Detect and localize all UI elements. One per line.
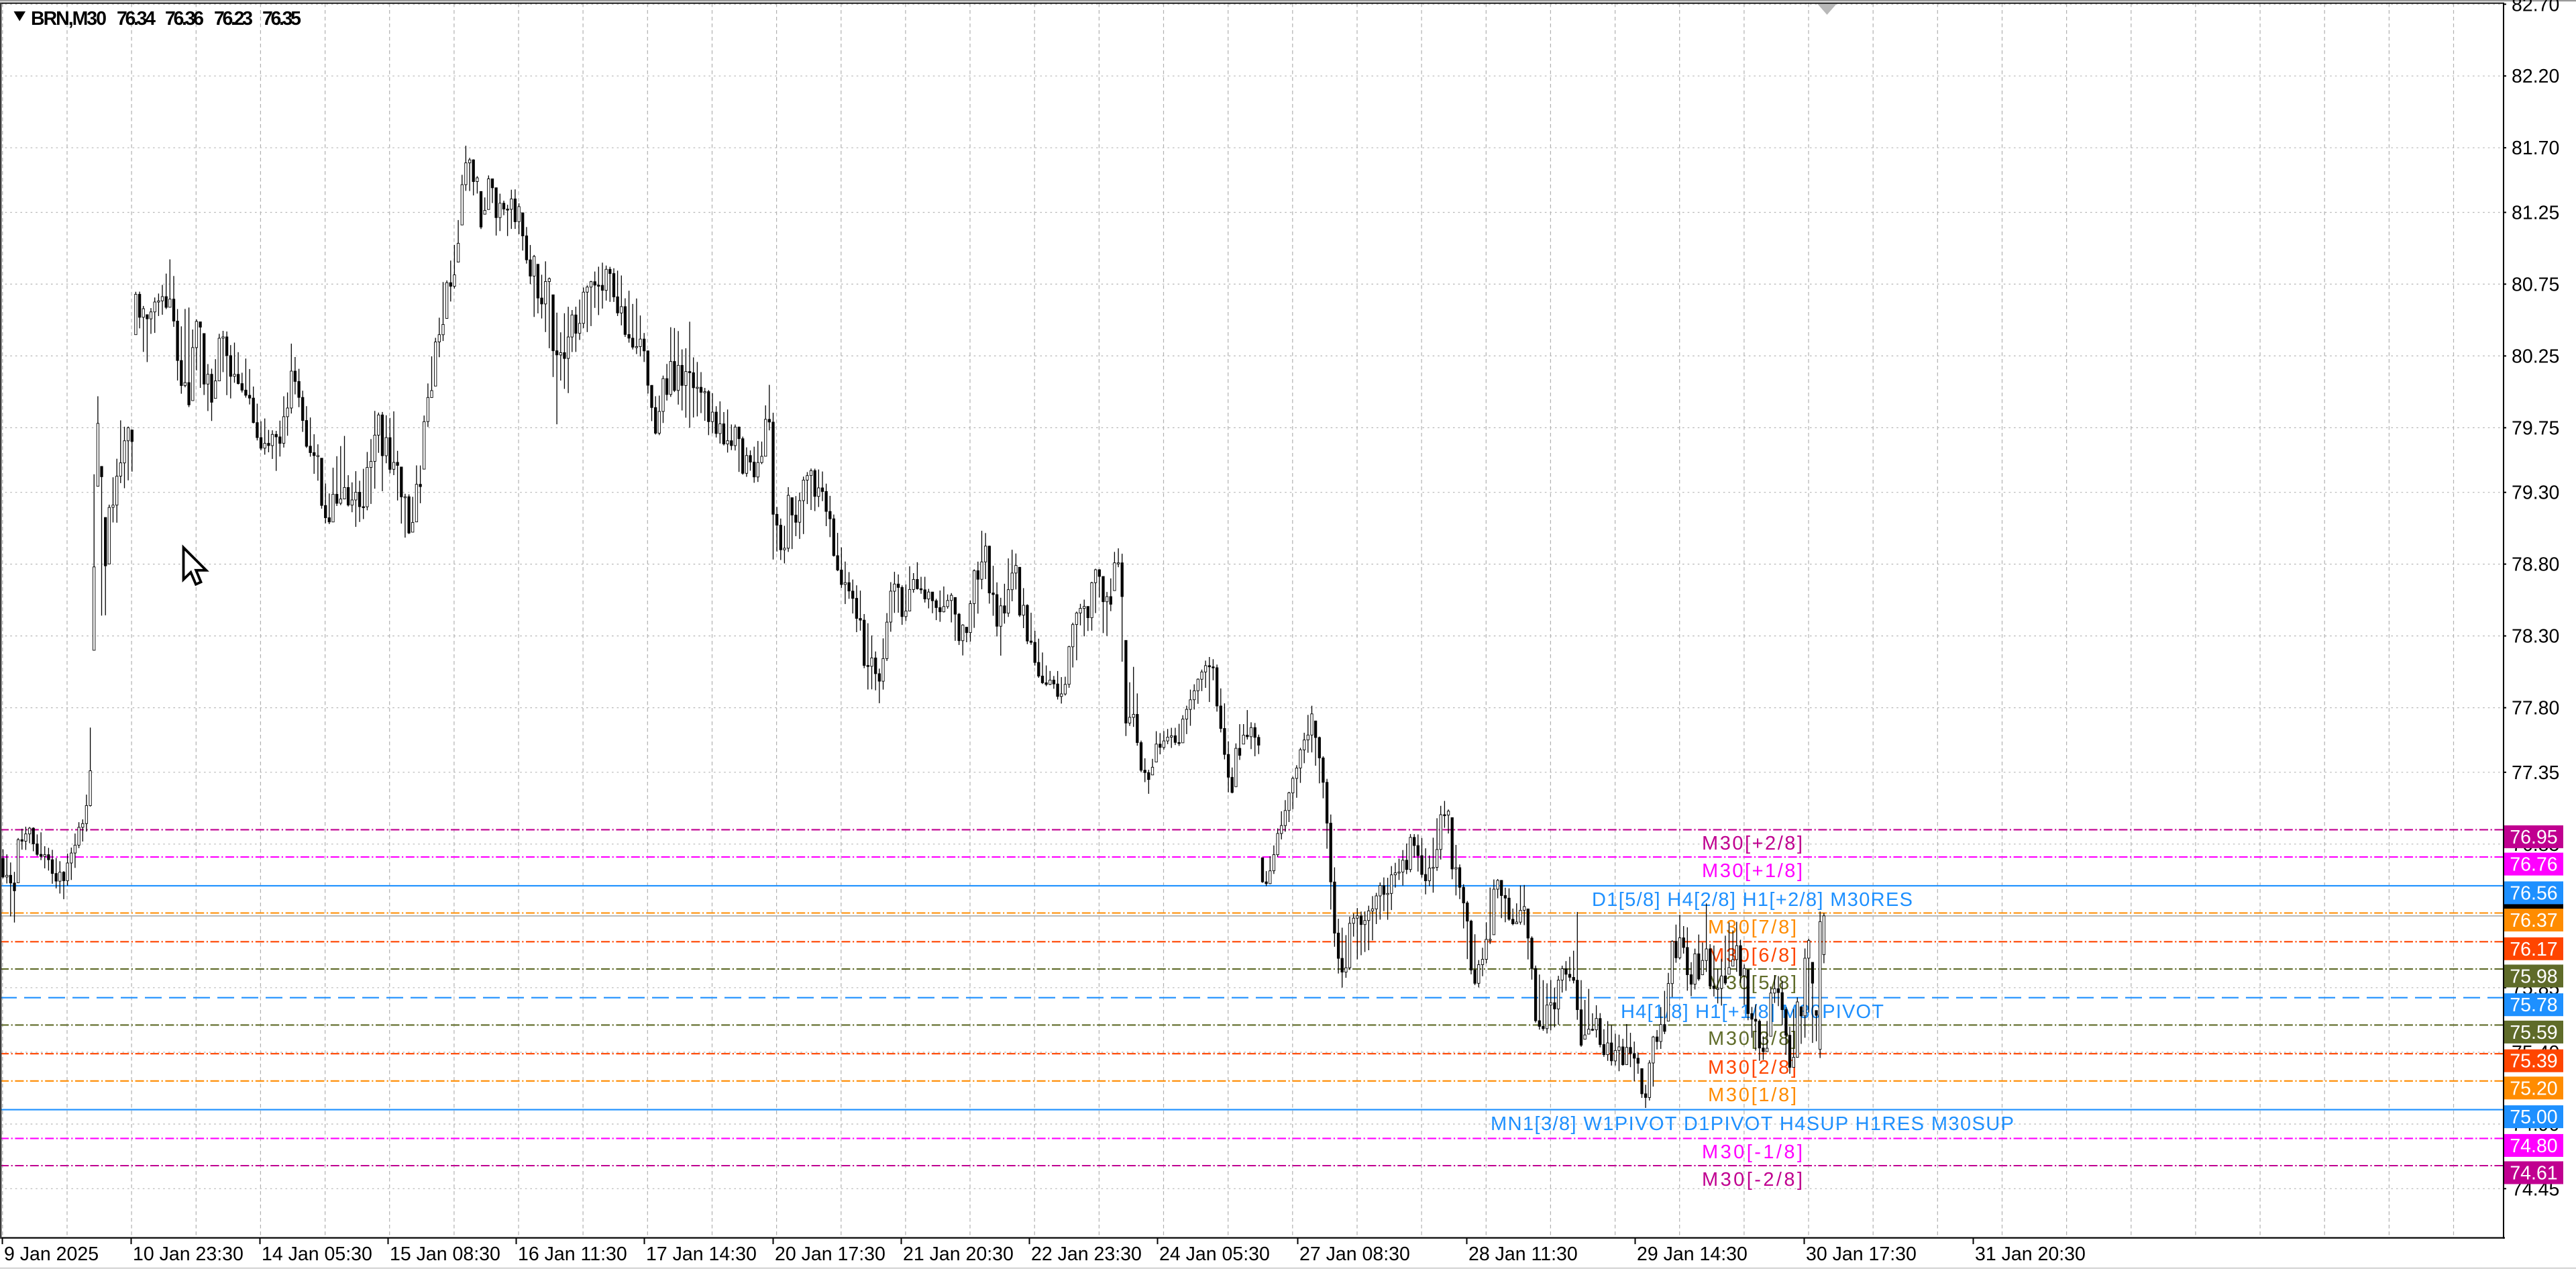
svg-text:81.70: 81.70: [2512, 138, 2559, 159]
svg-text:75.98: 75.98: [2510, 966, 2557, 987]
svg-text:76.35: 76.35: [262, 8, 301, 30]
svg-text:75.59: 75.59: [2510, 1022, 2557, 1044]
svg-text:79.30: 79.30: [2512, 483, 2559, 504]
svg-text:74.61: 74.61: [2510, 1163, 2557, 1184]
svg-text:76.17: 76.17: [2510, 939, 2557, 960]
svg-text:81.25: 81.25: [2512, 203, 2559, 224]
svg-text:M30[+2/8]: M30[+2/8]: [1702, 833, 1803, 854]
svg-text:M30[6/8]: M30[6/8]: [1708, 945, 1796, 966]
svg-text:80.25: 80.25: [2512, 346, 2559, 367]
svg-text:75.20: 75.20: [2510, 1078, 2557, 1099]
svg-text:BRN,M30: BRN,M30: [31, 8, 107, 30]
svg-text:75.00: 75.00: [2510, 1107, 2557, 1128]
svg-text:77.35: 77.35: [2512, 762, 2559, 784]
svg-text:29 Jan 14:30: 29 Jan 14:30: [1637, 1243, 1748, 1265]
svg-text:76.56: 76.56: [2510, 882, 2557, 904]
svg-text:9 Jan 2025: 9 Jan 2025: [4, 1243, 99, 1265]
svg-text:14 Jan 05:30: 14 Jan 05:30: [262, 1243, 372, 1265]
svg-text:27 Jan 08:30: 27 Jan 08:30: [1299, 1243, 1410, 1265]
svg-text:20 Jan 17:30: 20 Jan 17:30: [775, 1243, 885, 1265]
svg-text:80.75: 80.75: [2512, 274, 2559, 295]
svg-text:22 Jan 23:30: 22 Jan 23:30: [1031, 1243, 1142, 1265]
svg-text:M30[1/8]: M30[1/8]: [1708, 1084, 1796, 1106]
svg-text:76.76: 76.76: [2510, 854, 2557, 876]
svg-text:30 Jan 17:30: 30 Jan 17:30: [1806, 1243, 1917, 1265]
svg-text:82.20: 82.20: [2512, 66, 2559, 87]
svg-text:82.70: 82.70: [2512, 0, 2559, 15]
svg-text:76.36: 76.36: [165, 8, 204, 30]
svg-text:75.39: 75.39: [2510, 1051, 2557, 1072]
svg-text:15 Jan 08:30: 15 Jan 08:30: [390, 1243, 500, 1265]
svg-text:78.30: 78.30: [2512, 626, 2559, 648]
svg-text:79.75: 79.75: [2512, 417, 2559, 439]
svg-text:76.23: 76.23: [214, 8, 253, 30]
svg-text:76.37: 76.37: [2510, 910, 2557, 931]
svg-text:24 Jan 05:30: 24 Jan 05:30: [1159, 1243, 1270, 1265]
svg-text:M30[+1/8]: M30[+1/8]: [1702, 860, 1803, 882]
svg-text:M30[2/8]: M30[2/8]: [1708, 1057, 1796, 1078]
svg-text:21 Jan 20:30: 21 Jan 20:30: [903, 1243, 1014, 1265]
svg-text:76.95: 76.95: [2510, 827, 2557, 848]
svg-text:M30[7/8]: M30[7/8]: [1708, 917, 1796, 938]
svg-text:75.78: 75.78: [2510, 995, 2557, 1016]
svg-text:MN1[3/8] W1PIVOT D1PIVOT H4SUP: MN1[3/8] W1PIVOT D1PIVOT H4SUP H1RES M30…: [1491, 1113, 2014, 1135]
svg-text:77.80: 77.80: [2512, 698, 2559, 719]
svg-text:76.34: 76.34: [117, 8, 156, 30]
svg-text:78.80: 78.80: [2512, 554, 2559, 576]
svg-text:74.80: 74.80: [2510, 1135, 2557, 1157]
svg-text:16 Jan 11:30: 16 Jan 11:30: [518, 1243, 627, 1265]
svg-text:D1[5/8] H4[2/8] H1[+2/8] M30RE: D1[5/8] H4[2/8] H1[+2/8] M30RES: [1592, 889, 1913, 911]
svg-text:10 Jan 23:30: 10 Jan 23:30: [133, 1243, 244, 1265]
svg-text:31 Jan 20:30: 31 Jan 20:30: [1975, 1243, 2086, 1265]
svg-text:28 Jan 11:30: 28 Jan 11:30: [1468, 1243, 1578, 1265]
svg-text:17 Jan 14:30: 17 Jan 14:30: [646, 1243, 757, 1265]
